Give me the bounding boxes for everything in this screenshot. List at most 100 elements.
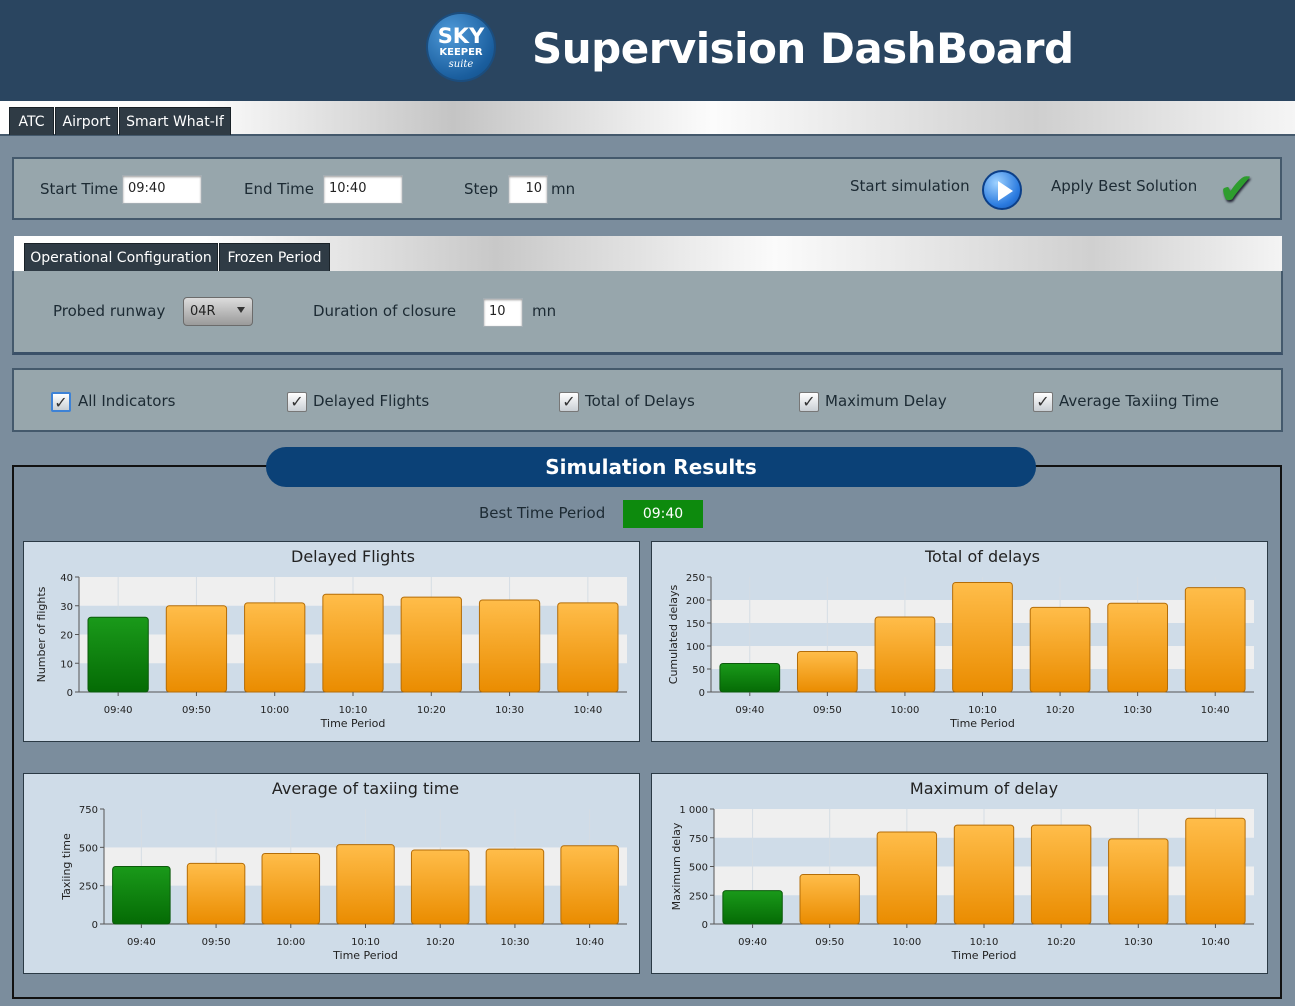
bar <box>1107 602 1169 693</box>
y-tick-label: 0 <box>702 920 708 931</box>
x-tick-label: 09:50 <box>813 705 842 716</box>
y-tick-label: 100 <box>686 642 705 653</box>
best-bar <box>112 866 171 925</box>
bar <box>261 852 321 925</box>
y-axis-label: Cumulated delays <box>667 584 680 684</box>
end-time-label: End Time <box>244 180 314 198</box>
tab-airport[interactable]: Airport <box>55 107 118 135</box>
simulation-results-title: Simulation Results <box>266 447 1036 487</box>
y-tick-label: 0 <box>699 688 705 699</box>
x-tick-label: 10:40 <box>1201 705 1230 716</box>
y-tick-label: 750 <box>79 805 98 816</box>
x-tick-label: 10:10 <box>968 705 997 716</box>
closure-duration-input[interactable]: 10 <box>483 298 523 327</box>
total-of-delays-checkbox[interactable]: ✓ <box>559 392 579 412</box>
y-tick-label: 40 <box>60 573 73 584</box>
bar <box>1184 587 1246 693</box>
chart-title: Delayed Flights <box>291 547 415 566</box>
bar <box>953 824 1015 925</box>
closure-unit-label: mn <box>532 302 557 320</box>
all-indicators-label: All Indicators <box>78 392 176 410</box>
x-tick-label: 10:20 <box>1046 705 1075 716</box>
delayed-flights-label: Delayed Flights <box>313 392 430 410</box>
chart-title: Average of taxiing time <box>272 779 459 798</box>
total-delays-chart-svg: Total of delays 0 50 100 150 200 250 Cumulated … <box>667 547 1254 730</box>
bar <box>1185 817 1246 925</box>
x-axis-label: Time Period <box>320 717 386 730</box>
total-of-delays-label: Total of Delays <box>585 392 695 410</box>
page-title: Supervision DashBoard <box>532 24 1074 73</box>
y-tick-label: 250 <box>79 882 98 893</box>
bar <box>478 599 541 693</box>
bar <box>244 602 306 693</box>
x-tick-label: 10:00 <box>260 705 289 716</box>
x-axis-label: Time Period <box>949 717 1015 730</box>
average-taxiing-time-label: Average Taxiing Time <box>1059 392 1219 410</box>
bar <box>1029 606 1091 693</box>
y-tick-label: 500 <box>79 843 98 854</box>
bar <box>410 849 470 925</box>
tab-smart-what-if[interactable]: Smart What-If <box>119 107 231 135</box>
x-tick-label: 10:40 <box>573 705 602 716</box>
tab-atc[interactable]: ATC <box>9 107 54 135</box>
maximum-delay-checkbox[interactable]: ✓ <box>799 392 819 412</box>
x-tick-label: 10:10 <box>970 937 999 948</box>
apply-best-solution-label: Apply Best Solution <box>1051 177 1198 195</box>
start-time-label: Start Time <box>40 180 119 198</box>
y-tick-label: 0 <box>67 688 73 699</box>
x-tick-label: 10:30 <box>501 937 530 948</box>
y-axis-label: Maximum delay <box>670 822 683 910</box>
total-delays-chart: Total of delays 0 50 100 150 200 250 Cumulated … <box>651 541 1268 742</box>
start-simulation-label: Start simulation <box>850 177 970 195</box>
start-simulation-button[interactable] <box>982 170 1022 210</box>
delayed-flights-checkbox[interactable]: ✓ <box>287 392 307 412</box>
best-bar <box>719 662 781 693</box>
indicators-panel <box>12 368 1283 432</box>
x-tick-label: 09:40 <box>735 705 764 716</box>
bar <box>557 602 619 693</box>
chart-title: Total of delays <box>924 547 1040 566</box>
x-tick-label: 10:20 <box>426 937 455 948</box>
logo-sky-text: SKY <box>437 24 485 48</box>
y-tick-label: 200 <box>686 596 705 607</box>
x-axis-label: Time Period <box>951 949 1017 962</box>
tab-operational-configuration[interactable]: Operational Configuration <box>24 243 218 272</box>
x-tick-label: 10:20 <box>1047 937 1076 948</box>
y-tick-label: 50 <box>692 665 705 676</box>
bar <box>165 605 228 693</box>
x-tick-label: 10:30 <box>495 705 524 716</box>
all-indicators-checkbox[interactable]: ✓ <box>51 392 71 412</box>
y-tick-label: 750 <box>689 834 708 845</box>
bar <box>952 582 1013 693</box>
main-tab-bar: ATC Airport Smart What-If <box>0 101 1295 136</box>
y-tick-label: 10 <box>60 659 73 670</box>
end-time-input[interactable]: 10:40 <box>323 175 403 204</box>
y-tick-label: 150 <box>686 619 705 630</box>
bar <box>796 651 858 693</box>
y-tick-label: 500 <box>689 863 708 874</box>
y-tick-label: 30 <box>60 602 73 613</box>
maximum-delay-label: Maximum Delay <box>825 392 947 410</box>
x-tick-label: 09:40 <box>127 937 156 948</box>
app-header: SKY KEEPER suite Supervision DashBoard <box>0 0 1295 101</box>
logo-suite-text: suite <box>448 59 474 70</box>
bar <box>485 848 545 925</box>
bar <box>322 593 384 693</box>
step-input[interactable]: 10 <box>508 175 548 204</box>
y-tick-label: 1 000 <box>679 805 708 816</box>
apply-best-solution-check-icon[interactable]: ✔ <box>1218 164 1255 215</box>
chart-title: Maximum of delay <box>910 779 1058 798</box>
x-tick-label: 10:20 <box>417 705 446 716</box>
average-taxiing-time-checkbox[interactable]: ✓ <box>1033 392 1053 412</box>
x-tick-label: 09:40 <box>104 705 133 716</box>
x-tick-label: 10:00 <box>892 937 921 948</box>
x-tick-label: 10:40 <box>575 937 604 948</box>
avg-taxiing-time-chart-svg: Average of taxiing time 0 250 500 750 Taxiing… <box>60 779 627 962</box>
y-axis-label: Taxiing time <box>60 833 73 901</box>
x-axis-label: Time Period <box>332 949 398 962</box>
maximum-delay-chart-svg: Maximum of delay 0 250 500 750 1 000 Maximum d… <box>670 779 1254 962</box>
tab-frozen-period[interactable]: Frozen Period <box>219 243 330 272</box>
x-tick-label: 10:10 <box>339 705 368 716</box>
start-time-input[interactable]: 09:40 <box>122 175 202 204</box>
x-tick-label: 09:40 <box>738 937 767 948</box>
